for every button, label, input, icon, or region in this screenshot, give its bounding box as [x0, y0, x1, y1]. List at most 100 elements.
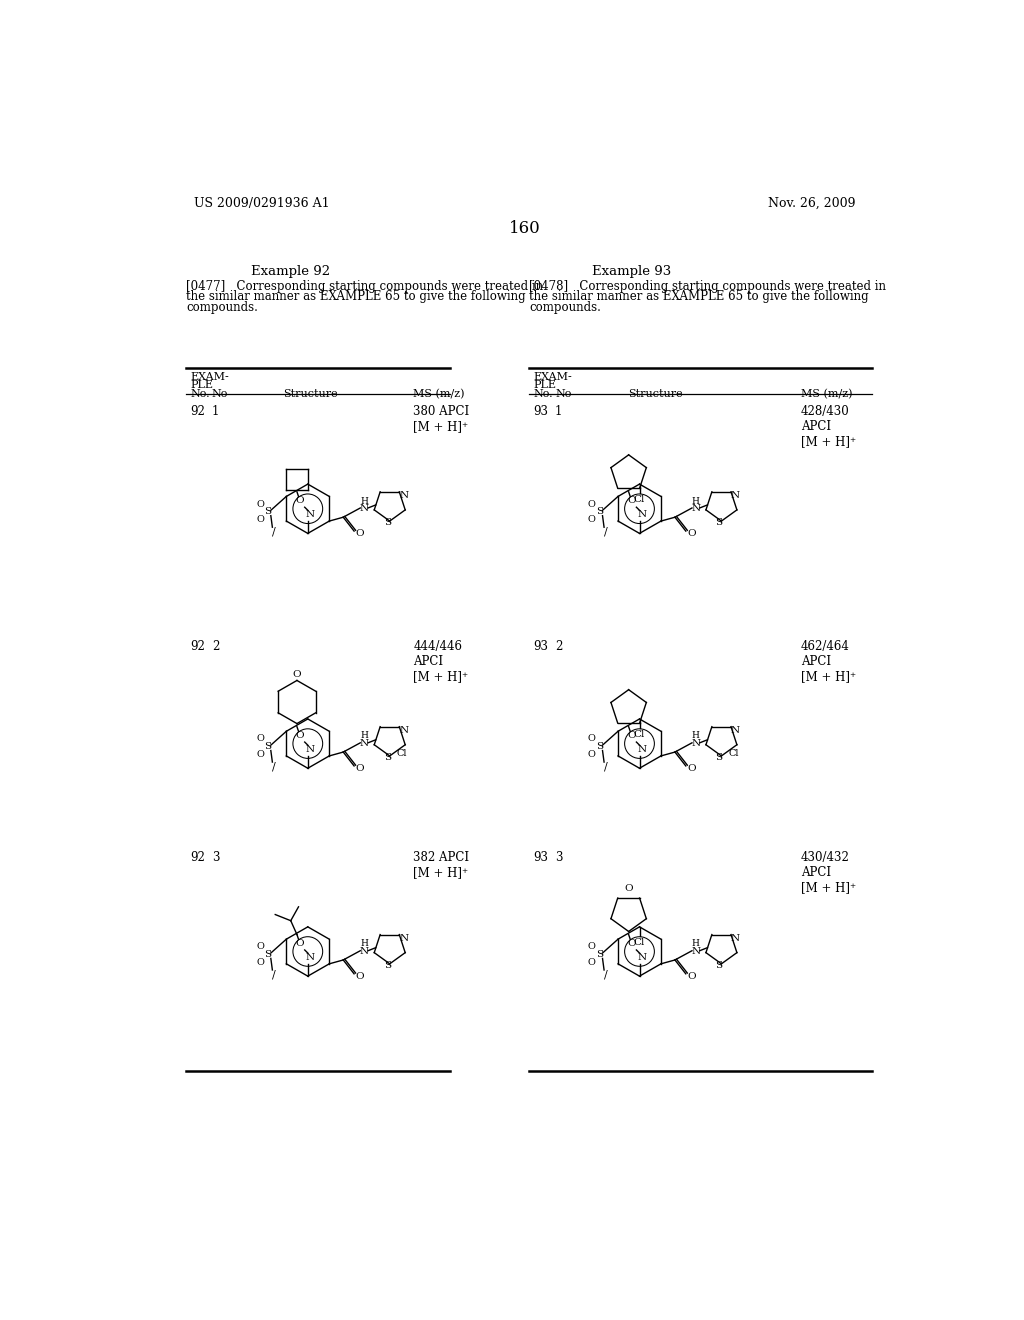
Text: N: N [305, 511, 314, 519]
Text: N: N [305, 746, 314, 754]
Text: N: N [399, 935, 409, 942]
Text: O: O [588, 958, 596, 966]
Text: H: H [692, 496, 699, 506]
Text: H: H [692, 731, 699, 741]
Text: 428/430
APCI
[M + H]⁺: 428/430 APCI [M + H]⁺ [801, 405, 856, 447]
Text: Cl: Cl [397, 750, 408, 758]
Text: Structure: Structure [628, 388, 682, 399]
Text: O: O [588, 734, 596, 743]
Text: S: S [716, 961, 723, 970]
Text: 1: 1 [555, 405, 562, 418]
Text: Cl: Cl [729, 750, 739, 758]
Text: O: O [687, 764, 695, 772]
Text: 3: 3 [555, 851, 562, 865]
Text: O: O [296, 939, 304, 948]
Text: 444/446
APCI
[M + H]⁺: 444/446 APCI [M + H]⁺ [414, 640, 468, 682]
Text: US 2009/0291936 A1: US 2009/0291936 A1 [194, 197, 330, 210]
Text: S: S [716, 519, 723, 527]
Text: O: O [628, 496, 636, 504]
Text: EXAM-: EXAM- [190, 372, 228, 383]
Text: O: O [355, 972, 364, 981]
Text: No: No [212, 388, 228, 399]
Text: No: No [555, 388, 571, 399]
Text: O: O [628, 731, 636, 739]
Text: O: O [256, 734, 264, 743]
Text: H: H [360, 496, 368, 506]
Text: O: O [256, 958, 264, 966]
Text: /: / [272, 970, 275, 979]
Text: Nov. 26, 2009: Nov. 26, 2009 [768, 197, 856, 210]
Text: N: N [691, 739, 700, 748]
Text: Cl: Cl [634, 495, 645, 504]
Text: 93: 93 [534, 405, 548, 418]
Text: O: O [628, 939, 636, 948]
Text: S: S [596, 950, 603, 960]
Text: 2: 2 [555, 640, 562, 652]
Text: S: S [384, 961, 391, 970]
Text: compounds.: compounds. [529, 301, 601, 314]
Text: No.: No. [534, 388, 553, 399]
Text: Example 93: Example 93 [592, 264, 672, 277]
Text: [0478]   Corresponding starting compounds were treated in: [0478] Corresponding starting compounds … [529, 280, 887, 293]
Text: S: S [384, 752, 391, 762]
Text: 462/464
APCI
[M + H]⁺: 462/464 APCI [M + H]⁺ [801, 640, 856, 682]
Text: Cl: Cl [634, 937, 645, 946]
Text: MS (m/z): MS (m/z) [414, 388, 465, 399]
Text: N: N [691, 504, 700, 513]
Text: S: S [716, 752, 723, 762]
Text: N: N [637, 511, 646, 519]
Text: O: O [355, 529, 364, 537]
Text: /: / [272, 762, 275, 772]
Text: 2: 2 [212, 640, 219, 652]
Text: 160: 160 [509, 220, 541, 238]
Text: 93: 93 [534, 640, 548, 652]
Text: O: O [625, 884, 633, 892]
Text: PLE: PLE [534, 380, 556, 391]
Text: the similar manner as EXAMPLE 65 to give the following: the similar manner as EXAMPLE 65 to give… [186, 290, 525, 304]
Text: compounds.: compounds. [186, 301, 258, 314]
Text: N: N [399, 726, 409, 735]
Text: N: N [359, 504, 369, 513]
Text: the similar manner as EXAMPLE 65 to give the following: the similar manner as EXAMPLE 65 to give… [529, 290, 869, 304]
Text: O: O [687, 972, 695, 981]
Text: N: N [637, 953, 646, 962]
Text: /: / [604, 527, 607, 537]
Text: O: O [588, 500, 596, 508]
Text: EXAM-: EXAM- [534, 372, 572, 383]
Text: /: / [604, 762, 607, 772]
Text: N: N [359, 739, 369, 748]
Text: N: N [305, 953, 314, 962]
Text: H: H [360, 940, 368, 948]
Text: 380 APCI
[M + H]⁺: 380 APCI [M + H]⁺ [414, 405, 469, 433]
Text: S: S [264, 950, 271, 960]
Text: S: S [264, 742, 271, 751]
Text: O: O [256, 500, 264, 508]
Text: O: O [256, 515, 264, 524]
Text: N: N [731, 935, 740, 942]
Text: N: N [399, 491, 409, 500]
Text: O: O [588, 942, 596, 952]
Text: Cl: Cl [634, 730, 645, 739]
Text: N: N [731, 726, 740, 735]
Text: O: O [687, 529, 695, 537]
Text: N: N [731, 491, 740, 500]
Text: 382 APCI
[M + H]⁺: 382 APCI [M + H]⁺ [414, 851, 469, 879]
Text: 92: 92 [190, 851, 205, 865]
Text: 92: 92 [190, 640, 205, 652]
Text: 3: 3 [212, 851, 219, 865]
Text: O: O [296, 496, 304, 504]
Text: Structure: Structure [283, 388, 338, 399]
Text: MS (m/z): MS (m/z) [801, 388, 852, 399]
Text: O: O [256, 750, 264, 759]
Text: 92: 92 [190, 405, 205, 418]
Text: S: S [264, 507, 271, 516]
Text: No.: No. [190, 388, 210, 399]
Text: /: / [604, 970, 607, 979]
Text: N: N [637, 746, 646, 754]
Text: O: O [588, 750, 596, 759]
Text: S: S [596, 742, 603, 751]
Text: Example 92: Example 92 [251, 264, 331, 277]
Text: N: N [359, 946, 369, 956]
Text: 430/432
APCI
[M + H]⁺: 430/432 APCI [M + H]⁺ [801, 851, 856, 895]
Text: H: H [360, 731, 368, 741]
